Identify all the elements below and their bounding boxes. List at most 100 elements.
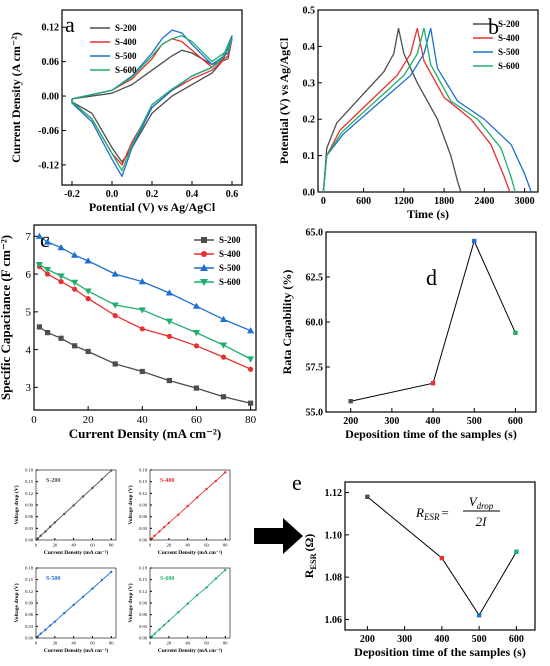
data-point-s-400: [58, 279, 64, 285]
y-tick-label: 1.08: [325, 573, 343, 584]
x-tick-label: 40: [137, 414, 149, 426]
x-axis-label: Current Density (mA cm⁻²): [69, 426, 221, 441]
x-axis-label: Current Density (mA cm⁻²): [44, 549, 109, 556]
data-point: [158, 530, 161, 533]
x-tick-label: 40: [71, 641, 76, 646]
panel-letter: d: [426, 265, 437, 290]
x-tick-label: 3000: [515, 196, 535, 207]
y-tick-label: 0.00: [42, 92, 60, 103]
data-point: [36, 635, 40, 638]
y-tick-label: 0.06: [25, 514, 34, 519]
y-tick-label: 0.03: [25, 526, 34, 531]
y-tick-label: 0.09: [139, 503, 148, 508]
y-axis-label: RESR(Ω): [302, 534, 318, 579]
data-point: [39, 534, 42, 537]
data-point-s-400: [193, 343, 200, 349]
inset-label: S-200: [46, 478, 60, 484]
data-point: [39, 632, 42, 635]
series-line-s-400: [322, 28, 511, 193]
inset-label: S-500: [46, 576, 60, 582]
data-point-s-200: [193, 385, 200, 391]
data-point: [439, 555, 445, 561]
data-point: [514, 549, 519, 554]
panel-d-rate-capability-chart: 200 300 400 500 600 55.0 57.5 60.0 62.5 65.0 Depos…: [280, 228, 537, 441]
data-point: [48, 624, 52, 627]
data-point-s-500: [165, 289, 173, 296]
y-axis-label: Potential (V) vs Ag/AgCl: [277, 37, 291, 164]
data-point-s-600: [165, 318, 173, 325]
plot-frame: [317, 9, 539, 193]
x-tick-label: 400: [426, 416, 441, 427]
formula-den: 2I: [476, 514, 488, 529]
data-point: [72, 603, 75, 607]
legend-label: S-500: [219, 263, 241, 273]
x-tick-label: 0.6: [226, 189, 239, 200]
data-point-s-500: [57, 244, 65, 251]
panel-letter: a: [65, 12, 75, 37]
x-axis-label: Current Density (mA cm⁻²): [158, 549, 223, 556]
y-axis-label-main: R: [302, 569, 316, 578]
x-tick-label: 0.0: [106, 189, 119, 200]
y-tick-label: 0.00: [139, 636, 148, 641]
panel-letter: c: [40, 227, 50, 252]
x-tick-label: 60: [204, 543, 209, 548]
data-point-s-400: [112, 313, 118, 319]
y-tick-label: 0.18: [25, 566, 34, 571]
y-tick-label: 0.4: [303, 42, 316, 53]
legend-marker: [201, 237, 207, 243]
data-point-s-400: [85, 296, 91, 302]
x-tick-label: 20: [167, 543, 172, 548]
x-tick-label: 80: [245, 414, 257, 426]
panel-b-gcd-chart: 0 600 1200 1800 2400 3000 0.0 0.1 0.2 0.3 0.4 0.5 Ti…: [277, 6, 539, 221]
data-point: [81, 495, 85, 498]
y-tick-label: 0.12: [139, 491, 147, 496]
y-axis-label: Voltage drop (V): [127, 583, 134, 622]
y-axis-label-sub: ESR: [309, 552, 318, 569]
x-tick-label: 80: [109, 641, 114, 646]
x-axis-label: Current Density (mA cm⁻²): [44, 647, 109, 654]
data-point: [195, 594, 199, 597]
data-point: [53, 620, 57, 623]
x-tick-label: 300: [397, 634, 412, 645]
legend-label: S-400: [498, 33, 520, 43]
data-point: [476, 613, 482, 618]
x-tick-label: 600: [508, 416, 523, 427]
x-tick-label: -0.2: [64, 189, 80, 200]
y-tick-label: 0.06: [42, 57, 60, 68]
data-point-s-400: [220, 354, 227, 360]
data-point-s-200: [85, 348, 91, 355]
x-tick-label: 500: [472, 634, 487, 645]
plot-frame: [33, 224, 257, 411]
y-tick-label: 0.00: [139, 538, 148, 543]
data-point-s-200: [220, 394, 227, 400]
series-line-s-500: [71, 29, 233, 178]
y-tick-label: 0.06: [139, 612, 148, 617]
x-tick-label: 20: [53, 543, 58, 548]
x-tick-label: 0.4: [186, 189, 199, 200]
y-tick-label: 0.1: [303, 151, 316, 162]
panel-a-cv-chart: -0.2 0.0 0.2 0.4 0.6 -0.12 -0.06 0.00 0.06 0.12 Po…: [9, 9, 243, 214]
data-point-s-400: [139, 326, 145, 332]
inset-label: S-600: [160, 576, 174, 582]
data-point: [44, 530, 47, 533]
x-tick-label: 20: [167, 641, 172, 646]
series-line-s-200: [39, 326, 251, 404]
y-tick-label: 55.0: [306, 408, 324, 419]
y-tick-label: 0.12: [42, 23, 60, 34]
y-tick-label: 0.06: [25, 612, 34, 617]
y-tick-label: 57.5: [306, 363, 324, 374]
y-tick-label: 0.15: [25, 479, 34, 484]
series-line-s-600: [322, 28, 516, 193]
x-tick-label: 60: [191, 414, 203, 426]
x-tick-label: 0: [321, 196, 326, 207]
y-tick-label: 1.10: [325, 530, 343, 541]
y-tick-label: 65.0: [306, 228, 324, 239]
formula-lhs: R: [415, 505, 424, 520]
y-tick-label: 0.18: [139, 468, 148, 473]
data-point: [110, 570, 113, 574]
data-point-s-200: [112, 361, 118, 367]
legend-marker: [201, 251, 207, 257]
data-point: [224, 568, 227, 572]
y-tick-label: 0.06: [139, 514, 148, 519]
data-point-s-600: [111, 302, 119, 309]
